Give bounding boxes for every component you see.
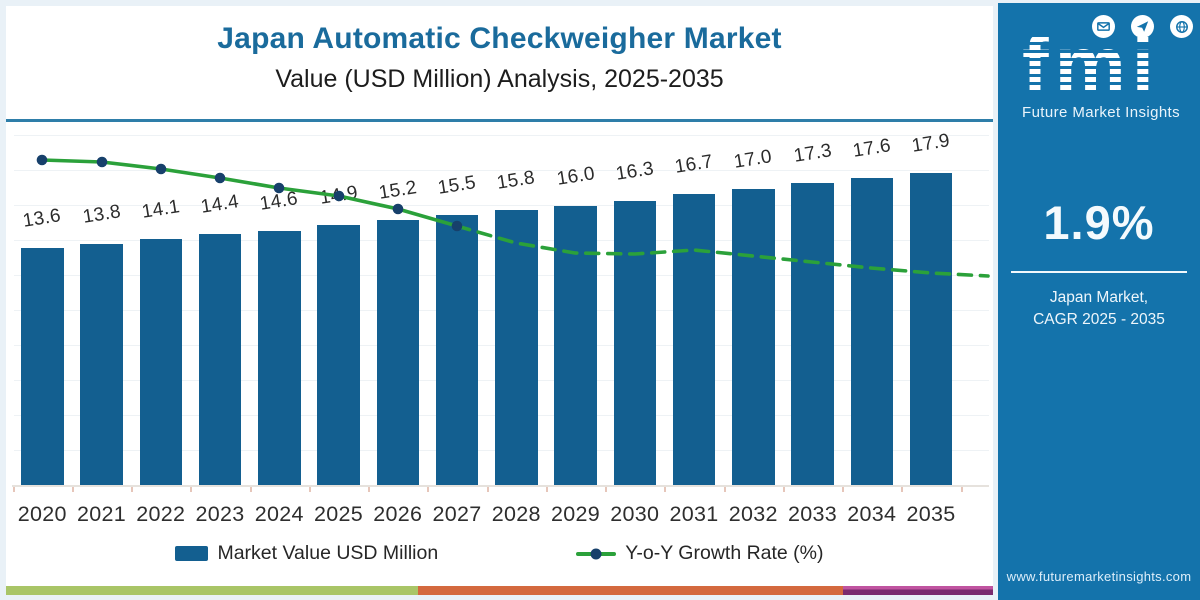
line-legend-label: Y-o-Y Growth Rate (%) [625, 542, 824, 564]
x-axis-line [12, 485, 989, 487]
axis-tick [723, 487, 726, 492]
bars-layer: 13.6 13.8 14.1 14.4 14.6 14.9 15.2 15.5 15.8 16.0… [6, 122, 993, 586]
bar-2020 [21, 247, 64, 485]
chart-area: 13.6 13.8 14.1 14.4 14.6 14.9 15.2 15.5 15.8 16.0… [6, 122, 993, 586]
axis-tick [486, 487, 489, 492]
x-axis-labels: 2020 2021 2022 2023 2024 2025 2026 2027 2028 2029… [6, 122, 993, 586]
bar-legend-swatch [175, 546, 209, 561]
gridline [14, 205, 989, 206]
page-title: Japan Automatic Checkweigher Market [217, 22, 782, 55]
x-axis-label-2033: 2033 [787, 502, 838, 526]
axis-tick [308, 487, 311, 492]
bar-2021 [80, 244, 123, 485]
paper-plane-icon [1131, 15, 1154, 38]
x-axis-label-2020: 2020 [17, 502, 67, 526]
axis-tick [782, 487, 785, 492]
footer-accent-stripe [6, 586, 993, 595]
legend-item-market-value: Market Value USD Million [175, 542, 438, 565]
bar-2023 [198, 234, 242, 485]
line-legend-dot [590, 548, 602, 559]
axis-tick [368, 487, 371, 492]
x-axis-label-2028: 2028 [491, 502, 541, 526]
gridline [14, 135, 989, 136]
x-axis-label-2032: 2032 [728, 502, 778, 526]
axis-tick [545, 487, 548, 492]
bar-2025 [317, 225, 360, 485]
brand-sidebar: fmi Future Market Insights 1.9% Japan Ma… [998, 3, 1200, 600]
bar-legend-label: Market Value USD Million [217, 542, 439, 564]
axis-tick [249, 487, 252, 492]
x-axis-label-2034: 2034 [847, 502, 897, 526]
axis-tick [842, 487, 845, 492]
axis-tick [605, 487, 608, 492]
axis-ticks-layer [6, 122, 993, 586]
cagr-value: 1.9% [1043, 196, 1155, 249]
x-axis-label-2031: 2031 [669, 502, 719, 526]
title-block: Japan Automatic Checkweigher Market Valu… [6, 6, 993, 122]
page-subtitle: Value (USD Million) Analysis, 2025-2035 [275, 65, 724, 93]
axis-tick [12, 487, 15, 492]
stripe-orange-segment [417, 586, 843, 595]
cagr-caption: Japan Market, CAGR 2025 - 2035 [998, 287, 1200, 331]
x-axis-label-2030: 2030 [610, 502, 660, 526]
cagr-caption-line2: CAGR 2025 - 2035 [1033, 311, 1165, 328]
axis-tick [901, 487, 904, 492]
gridline [14, 170, 989, 171]
axis-tick [71, 487, 74, 492]
axis-tick [190, 487, 193, 492]
x-axis-label-2023: 2023 [195, 502, 245, 526]
axis-tick [131, 487, 134, 492]
x-axis-label-2024: 2024 [254, 502, 304, 526]
bar-2022 [139, 239, 182, 485]
globe-icon [1170, 15, 1193, 38]
legend: Market Value USD Million Y-o-Y Growth Ra… [6, 542, 993, 565]
x-axis-label-2025: 2025 [313, 502, 364, 526]
axis-tick [427, 487, 430, 492]
x-axis-label-2029: 2029 [550, 502, 601, 526]
x-axis-label-2027: 2027 [432, 502, 482, 526]
axis-tick [664, 487, 667, 492]
fmi-logo: fmi Future Market Insights [1022, 13, 1200, 121]
logo-icons [1092, 15, 1193, 38]
envelope-icon [1092, 15, 1115, 38]
x-axis-label-2026: 2026 [373, 502, 423, 526]
x-axis-label-2021: 2021 [76, 502, 127, 526]
website-url: www.futuremarketinsights.com [1006, 569, 1192, 584]
logo-wordmark: fmi [1022, 25, 1200, 105]
line-legend-marker [576, 548, 617, 559]
chart-panel: Japan Automatic Checkweigher Market Valu… [6, 6, 993, 586]
legend-item-growth-rate: Y-o-Y Growth Rate (%) [576, 542, 824, 565]
sidebar-divider [1011, 271, 1187, 273]
x-axis-label-2022: 2022 [136, 502, 186, 526]
x-axis-label-2035: 2035 [906, 502, 956, 526]
bar-2026 [376, 220, 419, 485]
logo-company-name: Future Market Insights [1022, 104, 1181, 121]
stripe-green-segment [6, 586, 418, 595]
cagr-caption-line1: Japan Market, [1049, 289, 1149, 306]
bar-2024 [258, 230, 301, 485]
stripe-purple-segment [842, 586, 993, 595]
axis-tick [960, 487, 963, 492]
